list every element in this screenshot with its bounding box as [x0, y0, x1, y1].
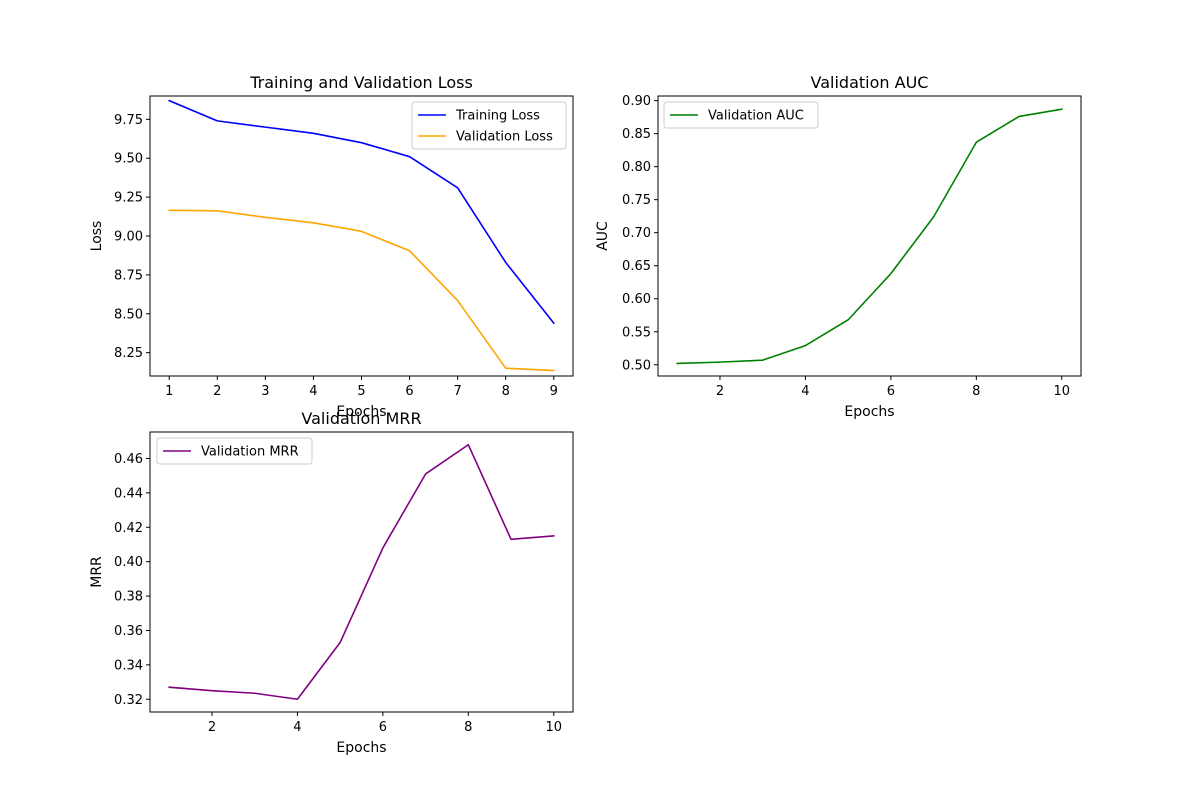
- validation-mrr-line: [168, 443, 555, 701]
- validation-auc-line: [676, 108, 1063, 365]
- loss-chart-y-tick-label: 8.75: [114, 268, 143, 283]
- loss-chart-y-tick-label: 8.50: [114, 307, 143, 322]
- loss-chart-x-tick-label: 8: [502, 384, 510, 399]
- auc-chart-plot-area: 2 4 6 8 10 0.50 0.55 0.60 0.65 0.70 0.75 0.80 0.85 0.…: [622, 94, 1082, 399]
- validation-mrr-legend-label: Validation MRR: [201, 445, 299, 460]
- loss-chart-x-tick-label: 5: [357, 384, 365, 399]
- loss-chart-x-axis-label: Epochs: [336, 404, 386, 420]
- mrr-chart-x-tick-label: 6: [379, 720, 387, 735]
- auc-chart-x-tick-label: 6: [887, 384, 895, 399]
- loss-chart-title: Training and Validation Loss: [249, 73, 473, 92]
- mrr-chart-axes-frame: [149, 431, 574, 713]
- mrr-chart-y-tick-label: 0.36: [114, 624, 143, 639]
- loss-chart-y-tick-label: 9.50: [114, 152, 143, 167]
- auc-chart-y-tick-label: 0.50: [622, 358, 651, 373]
- auc-chart-x-axis-label: Epochs: [844, 404, 894, 420]
- loss-chart: 1 2 3 4 5 6 7 8 9 8.25 8.50 8.75 9.00 9.25 9.50 9.75 Tr…: [89, 73, 574, 420]
- mrr-chart-y-tick-label: 0.40: [114, 555, 143, 570]
- loss-chart-x-tick-label: 2: [213, 384, 221, 399]
- training-loss-line: [168, 99, 555, 325]
- mrr-chart-y-tick-label: 0.32: [114, 693, 143, 708]
- auc-chart: 2 4 6 8 10 0.50 0.55 0.60 0.65 0.70 0.75 0.80 0.85 0.…: [595, 73, 1082, 420]
- mrr-chart-x-tick-label: 8: [464, 720, 472, 735]
- auc-chart-y-axis-label: AUC: [595, 221, 611, 251]
- auc-chart-y-tick-label: 0.65: [622, 259, 651, 274]
- auc-chart-y-tick-label: 0.75: [622, 193, 651, 208]
- auc-chart-y-tick-label: 0.70: [622, 226, 651, 241]
- loss-chart-x-tick-label: 6: [405, 384, 413, 399]
- auc-chart-axes-frame: [657, 95, 1082, 377]
- mrr-chart-legend-box: [156, 437, 313, 465]
- mrr-chart-x-axis-label: Epochs: [336, 740, 386, 756]
- loss-chart-x-tick-label: 3: [261, 384, 269, 399]
- loss-chart-legend: Training Loss Validation Loss: [411, 101, 567, 150]
- loss-chart-x-tick-label: 1: [165, 384, 173, 399]
- validation-auc-legend-label: Validation AUC: [708, 109, 804, 124]
- mrr-chart-y-tick-label: 0.34: [114, 658, 143, 673]
- mrr-chart-plot-area: 2 4 6 8 10 0.32 0.34 0.36 0.38 0.40 0.42 0.44 0.46: [114, 431, 574, 735]
- loss-chart-y-tick-label: 9.75: [114, 113, 143, 128]
- loss-chart-legend-box: [411, 101, 567, 150]
- loss-chart-y-tick-label: 9.00: [114, 230, 143, 245]
- mrr-chart: 2 4 6 8 10 0.32 0.34 0.36 0.38 0.40 0.42 0.44 0.46 V…: [89, 409, 574, 756]
- mrr-chart-y-tick-label: 0.42: [114, 521, 143, 536]
- loss-chart-x-tick-label: 9: [550, 384, 558, 399]
- training-loss-legend-label: Training Loss: [455, 109, 540, 124]
- auc-chart-y-tick-label: 0.60: [622, 292, 651, 307]
- mrr-chart-legend: Validation MRR: [156, 437, 313, 465]
- mrr-chart-x-tick-label: 4: [293, 720, 301, 735]
- auc-chart-title: Validation AUC: [811, 73, 929, 92]
- mrr-chart-x-tick-label: 2: [208, 720, 216, 735]
- mrr-chart-title: Validation MRR: [301, 409, 421, 428]
- auc-chart-y-tick-label: 0.85: [622, 127, 651, 142]
- mrr-chart-y-tick-label: 0.38: [114, 590, 143, 605]
- loss-chart-x-tick-label: 7: [453, 384, 461, 399]
- auc-chart-y-tick-label: 0.80: [622, 160, 651, 175]
- mrr-chart-y-tick-label: 0.44: [114, 486, 143, 501]
- loss-chart-x-tick-label: 4: [309, 384, 317, 399]
- auc-chart-legend-box: [663, 101, 819, 129]
- loss-chart-y-tick-label: 9.25: [114, 191, 143, 206]
- validation-loss-line: [168, 209, 555, 372]
- auc-chart-y-tick-label: 0.90: [622, 94, 651, 109]
- auc-chart-x-tick-label: 4: [801, 384, 809, 399]
- auc-chart-y-tick-label: 0.55: [622, 325, 651, 340]
- loss-chart-y-tick-label: 8.25: [114, 346, 143, 361]
- auc-chart-x-tick-label: 8: [972, 384, 980, 399]
- auc-chart-legend: Validation AUC: [663, 101, 819, 129]
- mrr-chart-y-tick-label: 0.46: [114, 452, 143, 467]
- auc-chart-x-tick-label: 10: [1053, 384, 1070, 399]
- loss-chart-y-axis-label: Loss: [89, 221, 105, 252]
- auc-chart-x-tick-label: 2: [716, 384, 724, 399]
- loss-chart-plot-area: 1 2 3 4 5 6 7 8 9 8.25 8.50 8.75 9.00 9.25 9.50 9.75: [114, 95, 574, 399]
- mrr-chart-x-tick-label: 10: [545, 720, 562, 735]
- mrr-chart-y-axis-label: MRR: [89, 556, 105, 588]
- validation-loss-legend-label: Validation Loss: [456, 130, 553, 145]
